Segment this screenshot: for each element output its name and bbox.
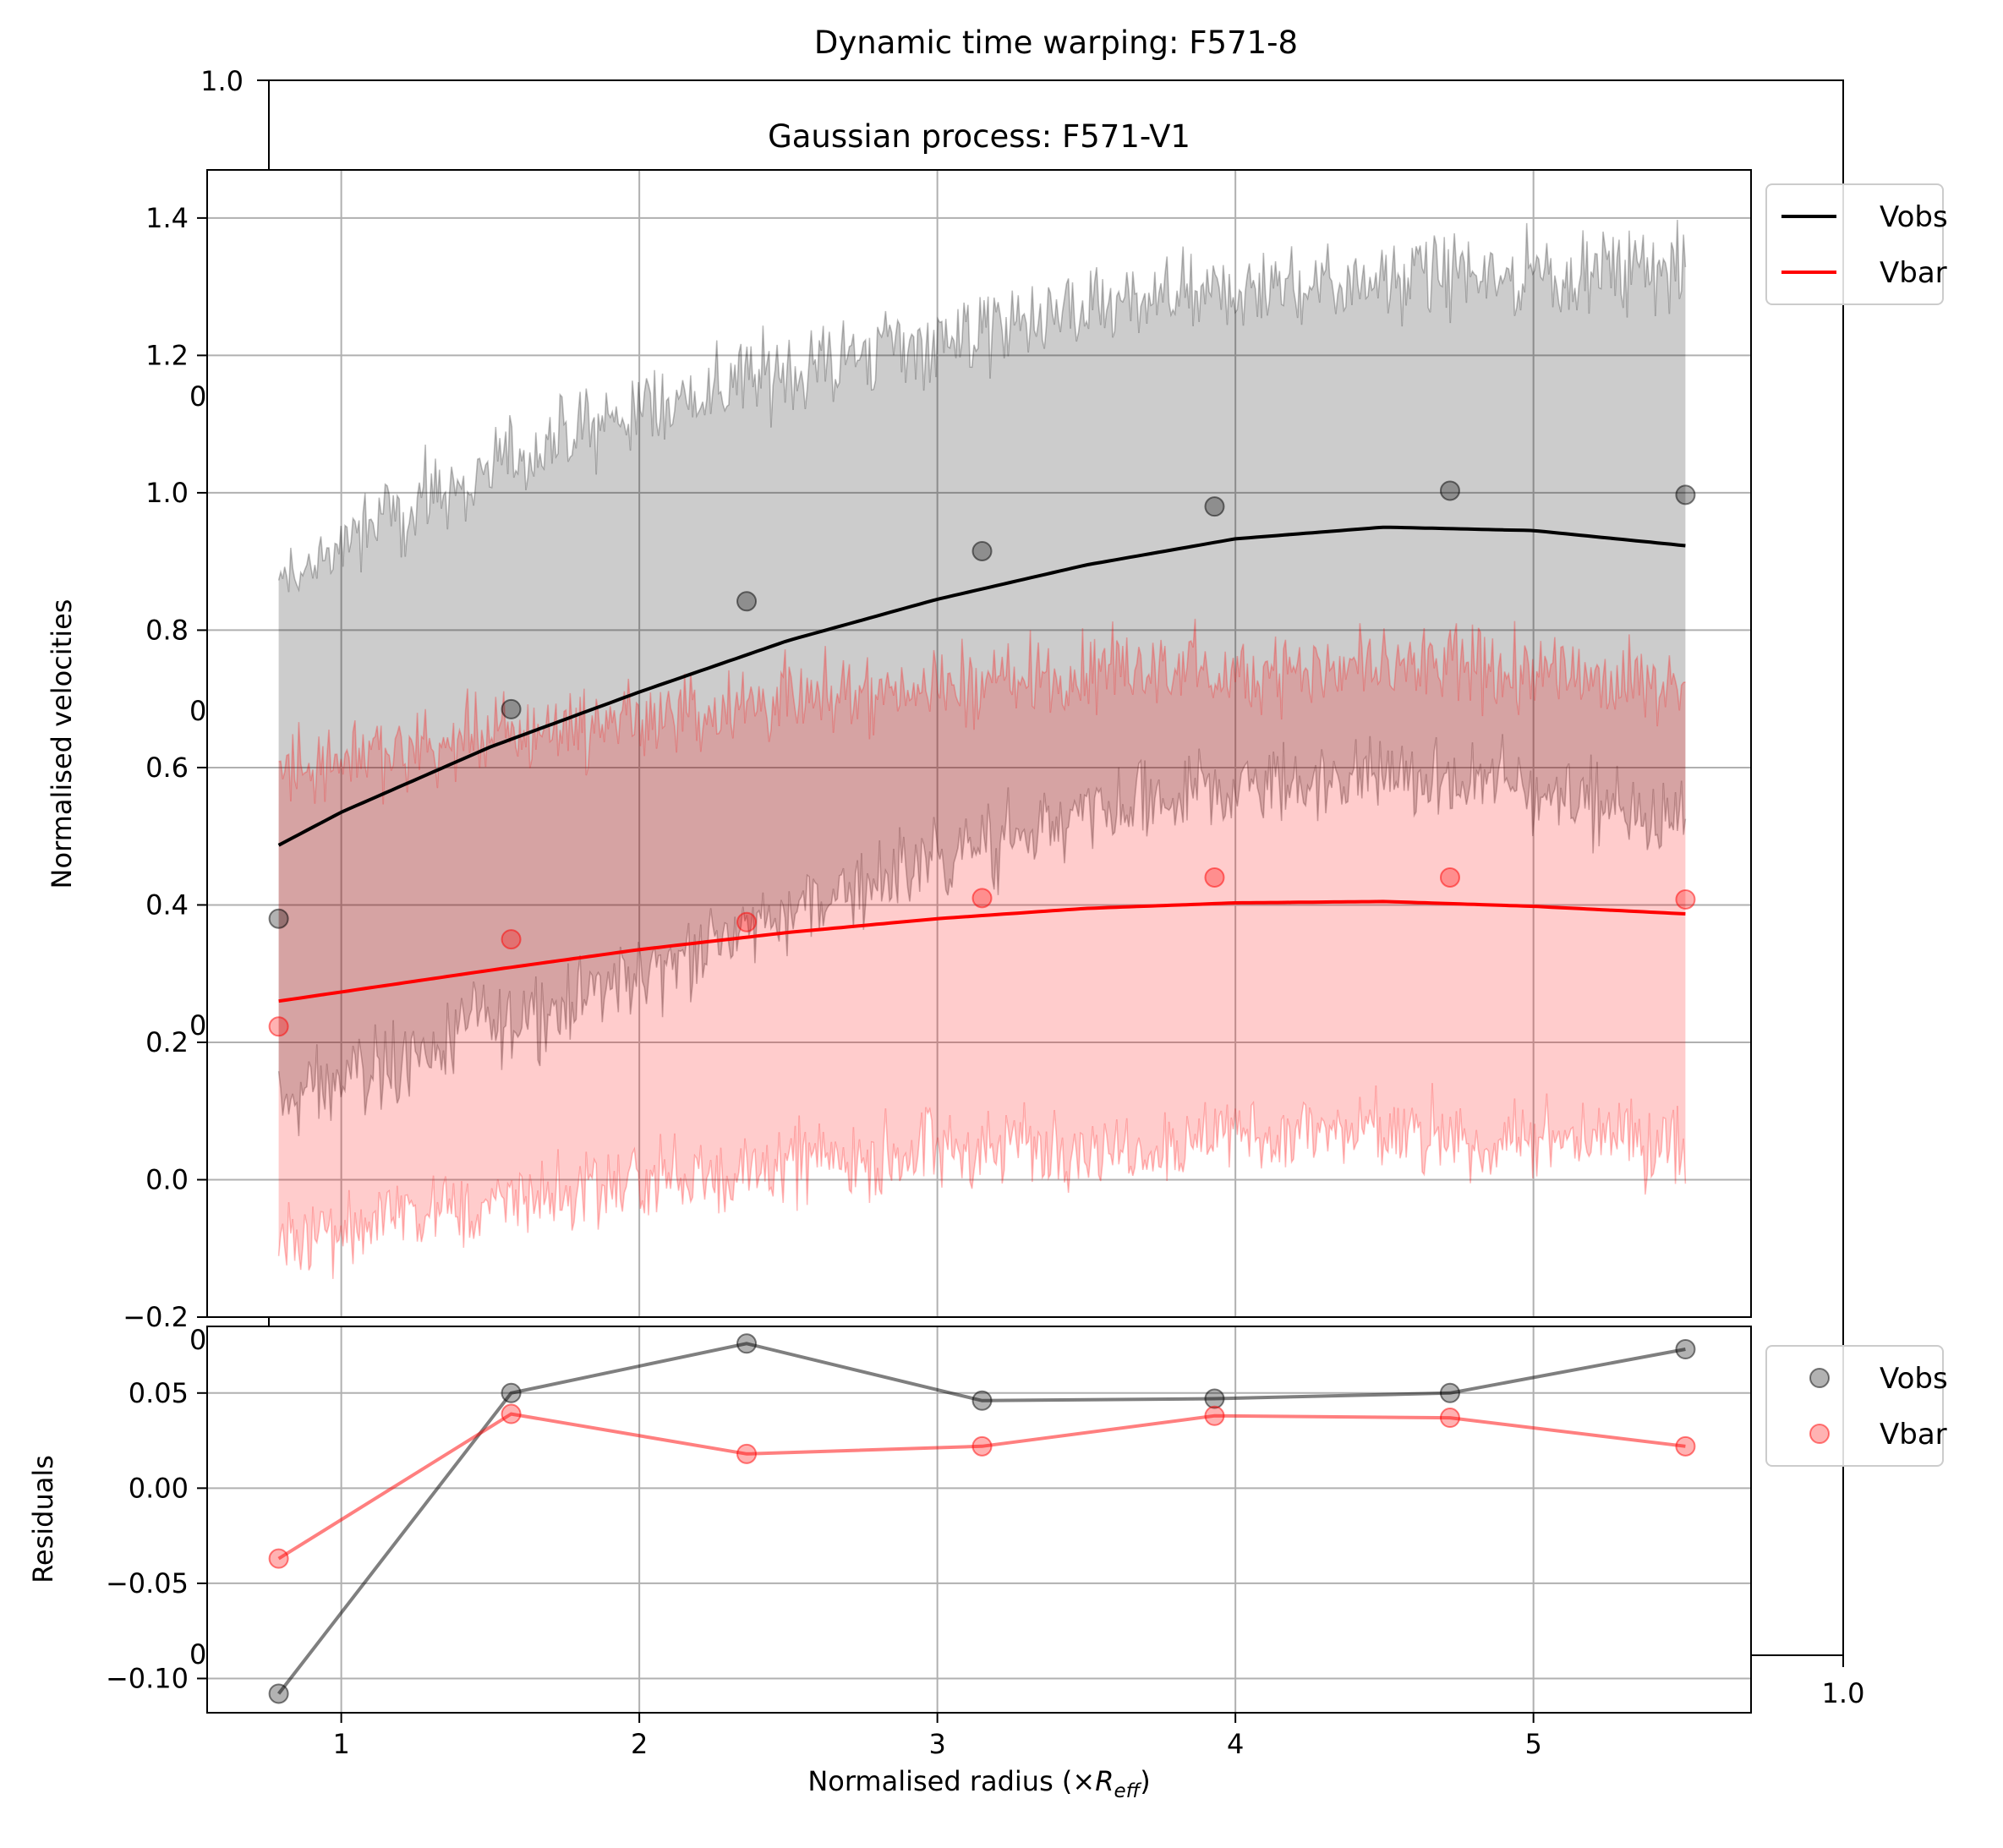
x-tick-label: 3 <box>928 1728 945 1760</box>
vbar-residual-point <box>501 1403 522 1424</box>
vbar-band-edge <box>278 618 1686 805</box>
gp-title: Gaussian process: F571-V1 <box>768 118 1190 155</box>
vbar-point <box>1675 888 1696 910</box>
gp-fit-lines <box>277 525 1686 1003</box>
vobs-band-edge <box>277 219 1687 593</box>
gp-data-points <box>268 480 1696 1037</box>
vobs-residual-point <box>268 1683 289 1704</box>
stray-tick-label: 0 <box>189 695 206 727</box>
gp-bands <box>277 219 1687 1279</box>
dtw-axes: Dynamic time warping: F571-8 1.0 1.0 <box>200 25 1864 1709</box>
y-tick-label: 0.6 <box>145 752 189 784</box>
gp-y-ticks: −0.2 0.0 0.2 0.4 0.6 0.8 1.0 1.2 1.4 <box>123 202 207 1333</box>
vobs-residual-point <box>1439 1382 1460 1403</box>
x-tick-label: 4 <box>1227 1728 1244 1760</box>
vobs-point <box>1675 484 1696 506</box>
vbar-point <box>1204 867 1225 888</box>
vbar-fit-line <box>278 899 1686 1003</box>
vobs-point <box>971 540 993 561</box>
residuals-y-ticks: −0.10 −0.05 0.00 0.05 <box>106 1377 207 1694</box>
residuals-lines <box>277 1342 1686 1695</box>
vobs-point <box>1204 496 1225 517</box>
legend-label-vbar: Vbar <box>1880 256 1947 290</box>
vobs-residual-point <box>1675 1339 1696 1360</box>
vbar-point <box>1439 867 1460 888</box>
dtw-title: Dynamic time warping: F571-8 <box>814 25 1298 61</box>
legend-swatch-vobs-marker <box>1809 1368 1830 1388</box>
y-tick-label: 1.2 <box>145 339 189 371</box>
x-axis-label: Normalised radius (×Reff) <box>807 1765 1150 1802</box>
x-tick-label: 2 <box>631 1728 648 1760</box>
y-tick-label: 0.4 <box>145 888 189 921</box>
stray-tick-label: 0 <box>189 1638 206 1670</box>
gp-legend: Vobs Vbar <box>1765 183 1948 305</box>
legend-label-vobs: Vobs <box>1880 200 1948 234</box>
y-tick-label: 0.05 <box>129 1377 189 1409</box>
vbar-point <box>971 888 993 909</box>
x-tick-label: 5 <box>1524 1728 1541 1760</box>
dtw-y-tick-label-top: 1.0 <box>200 65 244 97</box>
y-tick-label: 0.0 <box>145 1163 189 1195</box>
vobs-fit-line <box>277 525 1686 847</box>
residuals-panel-background <box>207 1326 1751 1713</box>
gp-panel: −0.2 0.0 0.2 0.4 0.6 0.8 1.0 1.2 1.4 Gaussian pr… <box>46 118 1948 1333</box>
dtw-x-tick-label-right: 1.0 <box>1822 1677 1865 1709</box>
residuals-legend: Vobs Vbar <box>1765 1345 1948 1467</box>
vbar-residual-line <box>277 1412 1686 1561</box>
vbar-residual-point <box>1204 1405 1225 1426</box>
vobs-point <box>268 908 289 929</box>
x-tick-label: 1 <box>332 1728 349 1760</box>
legend-label-vbar: Vbar <box>1880 1418 1947 1452</box>
gp-y-axis-label: Normalised velocities <box>46 599 78 889</box>
residuals-grid <box>207 1326 1751 1713</box>
residuals-panel-frame <box>206 1326 1752 1714</box>
vobs-residual-line <box>277 1342 1686 1695</box>
vobs-residual-point <box>971 1390 993 1411</box>
y-tick-label: 0.8 <box>145 614 189 646</box>
vobs-band <box>278 220 1686 1136</box>
stray-tick-label: 0 <box>189 1324 206 1356</box>
vbar-point <box>736 911 758 932</box>
vbar-residual-point <box>1675 1435 1696 1457</box>
legend-swatch-vbar-marker <box>1809 1424 1830 1444</box>
vbar-point <box>501 929 522 950</box>
residuals-y-axis-label: Residuals <box>27 1455 59 1583</box>
vobs-point <box>501 698 522 719</box>
stray-tick-label: 0 <box>189 1009 206 1042</box>
residuals-panel: −0.10 −0.05 0.00 0.05 1 2 3 4 5 Residuals Norma… <box>27 1326 1948 1802</box>
residuals-points <box>268 1333 1696 1704</box>
vbar-residual-point <box>971 1435 993 1457</box>
vbar-band-edge <box>277 1083 1687 1279</box>
vbar-residual-point <box>736 1443 758 1464</box>
vobs-residual-point <box>736 1333 758 1354</box>
vobs-residual-point <box>501 1382 522 1403</box>
y-tick-label: 0.00 <box>129 1472 189 1504</box>
vbar-residual-point <box>1439 1408 1460 1429</box>
vbar-point <box>268 1016 289 1037</box>
y-tick-label: 1.0 <box>145 477 189 509</box>
gp-panel-background <box>207 170 1751 1317</box>
vobs-point <box>736 591 758 612</box>
y-tick-label: −0.10 <box>106 1662 189 1694</box>
y-tick-label: −0.2 <box>123 1301 189 1333</box>
vobs-residual-point <box>1204 1388 1225 1409</box>
vobs-band-edge <box>277 734 1687 1136</box>
vbar-band <box>278 618 1686 1279</box>
legend-label-vobs: Vobs <box>1880 1362 1948 1396</box>
y-tick-label: 0.2 <box>145 1026 189 1058</box>
vobs-point <box>1439 480 1460 501</box>
y-tick-label: −0.05 <box>106 1567 189 1599</box>
stray-tick-labels: 0 0 0 0 0 <box>189 380 206 1670</box>
gp-panel-frame <box>206 169 1752 1318</box>
gp-legend-box <box>1765 183 1944 305</box>
y-tick-label: 1.4 <box>145 202 189 234</box>
stray-tick-label: 0 <box>189 380 206 413</box>
residuals-x-ticks: 1 2 3 4 5 <box>332 1713 1542 1760</box>
vbar-residual-point <box>268 1548 289 1569</box>
